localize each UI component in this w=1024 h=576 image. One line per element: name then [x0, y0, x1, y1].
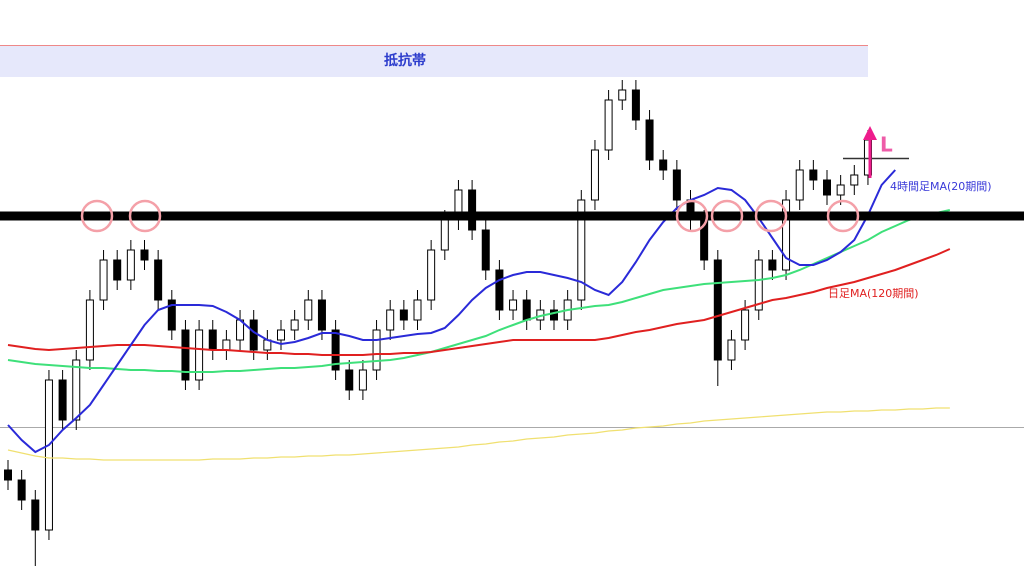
- candle-body: [331, 329, 340, 371]
- candle-body: [345, 369, 354, 391]
- candle-body: [167, 299, 176, 331]
- candle-body: [522, 299, 531, 321]
- candle-body: [836, 184, 845, 196]
- circle: [710, 199, 744, 233]
- circle: [128, 199, 162, 233]
- candle-body: [604, 99, 613, 151]
- candle-body: [672, 169, 681, 201]
- candle-body: [713, 259, 722, 361]
- candle-body: [631, 89, 640, 121]
- candle-body: [249, 319, 258, 351]
- candle-body: [550, 309, 558, 321]
- candle-body: [277, 329, 285, 341]
- resistance-band: [0, 45, 868, 77]
- candle-body: [850, 174, 859, 186]
- candle-body: [659, 159, 668, 171]
- plot: [4, 80, 951, 566]
- candle-body: [58, 379, 67, 421]
- candle-body: [481, 229, 490, 271]
- candle-body: [809, 169, 818, 181]
- candle-body: [413, 299, 422, 321]
- candle-body: [181, 329, 190, 381]
- legend-label: 日足MA(120期間): [828, 287, 919, 300]
- candle-body: [509, 299, 518, 311]
- candle-body: [304, 299, 313, 321]
- candle-body: [195, 329, 204, 381]
- candle-body: [495, 269, 504, 311]
- candle-body: [618, 89, 627, 101]
- candle-body: [754, 259, 763, 311]
- legend-label: 4時間足MA(20期間): [890, 180, 992, 193]
- candle-body: [782, 199, 791, 271]
- ma-line: [7, 209, 951, 373]
- candle-body: [823, 179, 831, 196]
- candle-body: [386, 309, 395, 331]
- circle: [754, 199, 788, 233]
- candle-body: [4, 469, 12, 481]
- candle-body: [317, 299, 326, 331]
- candle-body: [468, 189, 477, 231]
- circle: [80, 199, 114, 233]
- candle-body: [741, 309, 750, 341]
- candle-body: [372, 329, 381, 371]
- circle: [826, 199, 860, 233]
- touch-circles: [80, 199, 860, 233]
- entry-label: L: [880, 133, 893, 157]
- candle-body: [577, 199, 586, 301]
- candle-body: [208, 329, 217, 351]
- candle-body: [440, 219, 449, 251]
- candle-body: [645, 119, 654, 161]
- candle-body: [85, 299, 94, 361]
- candle-body: [358, 369, 367, 391]
- candle-body: [768, 259, 777, 271]
- candle-body: [290, 319, 299, 331]
- candle-body: [727, 339, 736, 361]
- ma-line: [7, 169, 896, 454]
- band-label: 抵抗帯: [384, 52, 426, 69]
- candle-body: [72, 359, 81, 421]
- candle-body: [99, 259, 108, 301]
- ma-line: [7, 248, 951, 356]
- candle-body: [427, 249, 436, 301]
- candle-body: [399, 309, 408, 321]
- candle-body: [113, 259, 122, 281]
- arrow-head: [863, 126, 877, 140]
- candle-body: [795, 169, 804, 201]
- circle: [675, 199, 709, 233]
- ma-line: [7, 407, 950, 461]
- candle-body: [154, 259, 163, 301]
- candle-body: [222, 339, 231, 351]
- candle-body: [31, 499, 40, 531]
- candle-body: [140, 249, 149, 261]
- candle-body: [590, 149, 599, 201]
- candle-body: [44, 379, 53, 531]
- candle-body: [17, 479, 26, 501]
- candle-body: [126, 249, 135, 281]
